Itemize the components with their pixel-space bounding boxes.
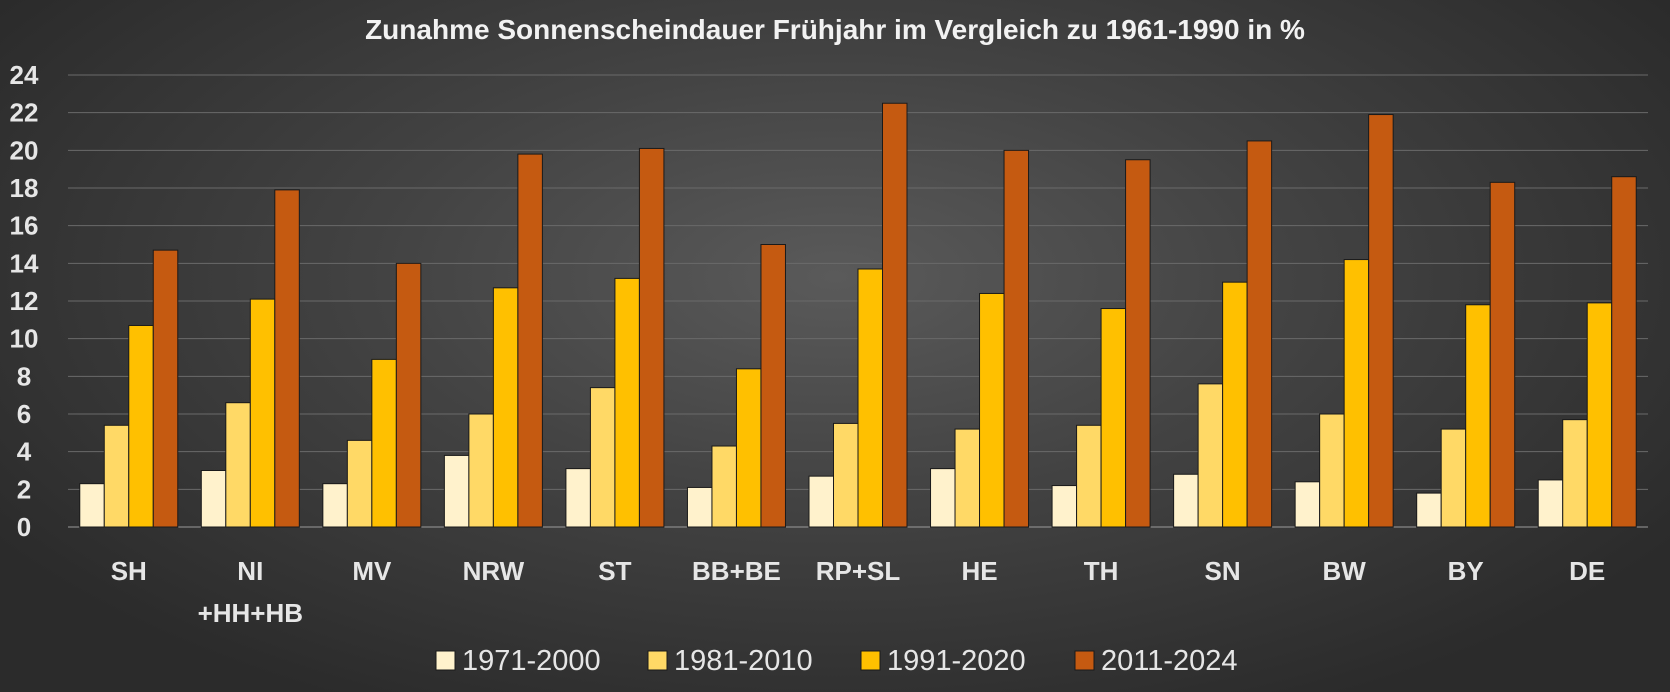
y-tick-label: 2 — [17, 474, 31, 504]
bar-1971-2000-TH — [1051, 485, 1078, 528]
y-tick-label: 0 — [17, 512, 31, 542]
bar-2011-2024-DE — [1611, 176, 1637, 528]
bar-2011-2024-RP+SL — [882, 102, 908, 528]
bar-1991-2020-RP+SL — [857, 268, 883, 528]
bar-1971-2000-BW — [1294, 481, 1321, 528]
bar-1991-2020-BY — [1465, 304, 1491, 528]
bar-2011-2024-MV — [395, 262, 422, 528]
legend-swatch — [647, 650, 668, 671]
legend-label: 2011-2024 — [1101, 645, 1238, 677]
bar-1991-2020-BB+BE — [735, 368, 762, 528]
chart-title: Zunahme Sonnenscheindauer Frühjahr im Ve… — [365, 14, 1305, 45]
bar-1981-2010-BY — [1440, 428, 1467, 528]
bar-1981-2010-MV — [346, 439, 373, 528]
legend: 1971-2000 1981-2010 1991-2020 2011-2024 — [435, 645, 1238, 677]
x-category-label: ST — [598, 556, 631, 586]
legend-label: 1981-2010 — [674, 645, 813, 677]
bar-1971-2000-HE — [930, 468, 956, 528]
bar-1971-2000-SH — [79, 483, 105, 528]
bar-2011-2024-TH — [1125, 159, 1151, 528]
y-tick-label: 10 — [10, 324, 39, 354]
bar-1981-2010-DE — [1562, 419, 1588, 528]
bar-2011-2024-BW — [1368, 114, 1394, 528]
x-category-label: NRW — [463, 556, 525, 586]
x-category-label: SN — [1205, 556, 1241, 586]
bar-1981-2010-NRW — [468, 413, 494, 528]
y-tick-label: 14 — [10, 248, 39, 278]
bars — [79, 102, 1637, 528]
bar-2011-2024-BB+BE — [760, 244, 786, 528]
bar-1981-2010-BW — [1319, 413, 1345, 528]
x-category-label: +HH+HB — [198, 598, 303, 628]
legend-label: 1991-2020 — [887, 645, 1026, 677]
bar-1971-2000-DE — [1537, 479, 1564, 528]
bar-1981-2010-ST — [589, 387, 616, 528]
bar-1991-2020-DE — [1586, 302, 1613, 528]
bar-1971-2000-ST — [565, 468, 591, 528]
y-tick-label: 16 — [10, 211, 39, 241]
bar-2011-2024-NRW — [517, 153, 543, 528]
bar-1971-2000-MV — [322, 483, 348, 528]
y-tick-label: 12 — [10, 286, 39, 316]
x-category-label: DE — [1569, 556, 1605, 586]
x-category-label: HE — [961, 556, 997, 586]
x-category-label: TH — [1084, 556, 1119, 586]
legend-swatch — [860, 650, 881, 671]
x-category-label: SH — [111, 556, 147, 586]
bar-1991-2020-SH — [128, 324, 154, 528]
legend-label: 1971-2000 — [462, 645, 601, 677]
bar-1991-2020-TH — [1100, 308, 1127, 528]
bar-2011-2024-BY — [1489, 181, 1516, 528]
bar-1971-2000-NRW — [443, 454, 470, 528]
x-category-label: RP+SL — [816, 556, 901, 586]
bar-1981-2010-SN — [1197, 383, 1224, 528]
bar-1981-2010-NI+HH+HB — [225, 402, 251, 528]
bar-1991-2020-NI+HH+HB — [249, 298, 276, 528]
bar-2011-2024-NI+HH+HB — [274, 189, 300, 528]
bar-1971-2000-NI+HH+HB — [200, 470, 227, 528]
y-tick-label: 18 — [10, 173, 39, 203]
bar-1971-2000-SN — [1173, 473, 1199, 528]
bar-2011-2024-SH — [152, 249, 179, 528]
x-category-label: BB+BE — [692, 556, 781, 586]
bar-1991-2020-BW — [1343, 259, 1370, 528]
legend-swatch — [435, 650, 456, 671]
bar-1971-2000-RP+SL — [808, 475, 834, 528]
bar-1981-2010-HE — [954, 428, 981, 528]
x-category-label: NI — [237, 556, 263, 586]
x-category-label: BW — [1322, 556, 1366, 586]
y-tick-label: 6 — [17, 399, 31, 429]
bar-1981-2010-BB+BE — [711, 445, 737, 528]
x-axis-labels: SH NI +HH+HB MV NRW ST BB+BE RP+SL HE TH SN BW BY DE — [111, 556, 1606, 628]
y-tick-label: 22 — [10, 98, 39, 128]
bar-1981-2010-SH — [103, 424, 130, 528]
bar-2011-2024-SN — [1246, 140, 1273, 528]
bar-1991-2020-HE — [979, 292, 1005, 528]
bar-2011-2024-HE — [1003, 149, 1030, 528]
bar-1981-2010-TH — [1076, 424, 1102, 528]
bar-1991-2020-SN — [1222, 281, 1248, 528]
bar-1991-2020-NRW — [492, 287, 519, 528]
legend-swatch — [1074, 650, 1095, 671]
bar-1981-2010-RP+SL — [833, 422, 859, 528]
bar-2011-2024-ST — [638, 147, 665, 528]
y-tick-label: 4 — [17, 437, 32, 467]
bar-1971-2000-BY — [1416, 492, 1442, 528]
y-tick-label: 24 — [10, 60, 39, 90]
bar-1991-2020-MV — [371, 358, 397, 528]
bar-1991-2020-ST — [614, 277, 640, 528]
x-category-label: BY — [1448, 556, 1484, 586]
x-category-label: MV — [352, 556, 392, 586]
y-tick-label: 8 — [17, 361, 31, 391]
y-tick-label: 20 — [10, 135, 39, 165]
bar-1971-2000-BB+BE — [686, 486, 713, 528]
